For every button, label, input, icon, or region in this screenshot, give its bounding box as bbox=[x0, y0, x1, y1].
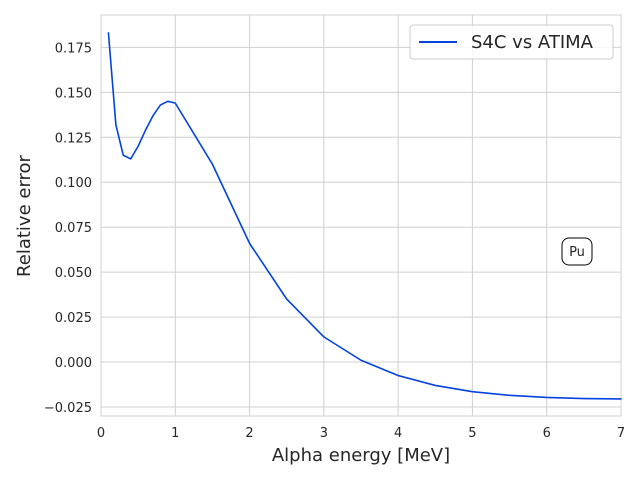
y-tick-labels: −0.025 0.000 0.025 0.050 0.075 0.100 0.125 0.15… bbox=[44, 41, 92, 416]
series-layer bbox=[107, 32, 622, 400]
y-axis-label: Relative error bbox=[14, 154, 35, 276]
x-tick-label: 3 bbox=[320, 426, 328, 441]
y-tick-label: 0.000 bbox=[55, 356, 92, 371]
annotation-label: Pu bbox=[569, 245, 585, 260]
annotation-box: Pu bbox=[561, 237, 593, 266]
y-tick-label: 0.175 bbox=[55, 41, 92, 56]
x-tick-label: 7 bbox=[617, 426, 625, 441]
x-tick-label: 4 bbox=[394, 426, 402, 441]
annotation-frame bbox=[561, 237, 593, 266]
x-axis-label: Alpha energy [MeV] bbox=[272, 445, 450, 466]
legend: S4C vs ATIMA bbox=[409, 24, 614, 60]
y-tick-label: 0.100 bbox=[55, 176, 92, 191]
series-line-0 bbox=[107, 32, 622, 400]
y-tick-label: 0.025 bbox=[55, 311, 92, 326]
y-tick-label: 0.150 bbox=[55, 86, 92, 101]
legend-box bbox=[409, 24, 614, 60]
y-tick-label: 0.125 bbox=[55, 131, 92, 146]
legend-label-s4c-vs-atima: S4C vs ATIMA bbox=[471, 32, 594, 53]
x-tick-label: 5 bbox=[468, 426, 476, 441]
x-tick-label: 2 bbox=[245, 426, 253, 441]
x-tick-label: 0 bbox=[97, 426, 105, 441]
y-tick-label: 0.050 bbox=[55, 266, 92, 281]
x-tick-labels: 0 1 2 3 4 5 6 7 bbox=[97, 426, 625, 441]
y-tick-label: −0.025 bbox=[44, 401, 92, 416]
y-tick-label: 0.075 bbox=[55, 221, 92, 236]
x-tick-label: 6 bbox=[543, 426, 551, 441]
x-tick-label: 1 bbox=[171, 426, 179, 441]
grid-lines bbox=[100, 15, 622, 416]
plot-frame bbox=[100, 14, 622, 417]
